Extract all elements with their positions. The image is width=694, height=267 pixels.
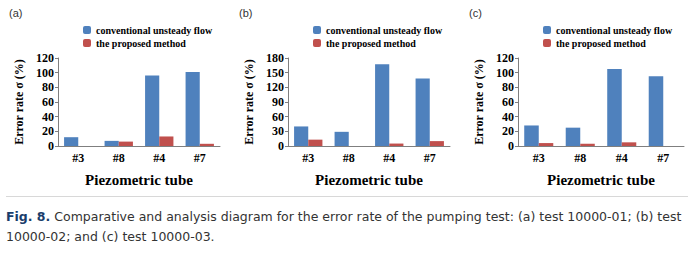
svg-text:120: 120 bbox=[36, 51, 54, 65]
svg-text:the proposed method: the proposed method bbox=[556, 38, 646, 49]
svg-text:#3: #3 bbox=[72, 151, 84, 165]
svg-text:0: 0 bbox=[48, 139, 54, 153]
svg-text:#7: #7 bbox=[657, 151, 669, 165]
svg-text:#4: #4 bbox=[153, 151, 165, 165]
svg-text:120: 120 bbox=[496, 51, 514, 65]
svg-text:60: 60 bbox=[502, 95, 514, 109]
svg-text:80: 80 bbox=[42, 80, 54, 94]
html-text:Fig. 8. Comparative and analys: Fig. 8. Comparative and analysis diagram… bbox=[6, 209, 682, 244]
svg-text:60: 60 bbox=[42, 95, 54, 109]
svg-text:90: 90 bbox=[272, 95, 284, 109]
svg-text:100: 100 bbox=[496, 66, 514, 80]
svg-text:20: 20 bbox=[42, 124, 54, 138]
svg-text:Piezometric tube: Piezometric tube bbox=[315, 172, 423, 188]
svg-text:0: 0 bbox=[278, 139, 284, 153]
svg-text:conventional unsteady flow: conventional unsteady flow bbox=[556, 25, 673, 36]
svg-text:Error rate σ (%): Error rate σ (%) bbox=[242, 59, 256, 145]
svg-text:#7: #7 bbox=[194, 151, 206, 165]
svg-text:Error rate σ (%): Error rate σ (%) bbox=[472, 59, 486, 145]
svg-text:#3: #3 bbox=[302, 151, 314, 165]
svg-text:#4: #4 bbox=[616, 151, 628, 165]
svg-text:40: 40 bbox=[502, 110, 514, 124]
svg-text:Error rate σ (%): Error rate σ (%) bbox=[12, 59, 26, 145]
svg-text:Piezometric tube: Piezometric tube bbox=[547, 172, 655, 188]
svg-text:conventional unsteady flow: conventional unsteady flow bbox=[326, 25, 443, 36]
svg-text:conventional unsteady flow: conventional unsteady flow bbox=[96, 25, 213, 36]
svg-text:(b): (b) bbox=[239, 7, 252, 19]
svg-text:180: 180 bbox=[266, 51, 284, 65]
svg-text:30: 30 bbox=[272, 124, 284, 138]
svg-text:#7: #7 bbox=[424, 151, 436, 165]
svg-text:100: 100 bbox=[36, 66, 54, 80]
svg-text:#8: #8 bbox=[113, 151, 125, 165]
svg-text:(c): (c) bbox=[469, 7, 482, 19]
svg-text:#8: #8 bbox=[343, 151, 355, 165]
svg-text:150: 150 bbox=[266, 66, 284, 80]
svg-text:#4: #4 bbox=[383, 151, 395, 165]
svg-text:Piezometric tube: Piezometric tube bbox=[85, 172, 193, 188]
svg-text:0: 0 bbox=[508, 139, 514, 153]
svg-text:40: 40 bbox=[42, 110, 54, 124]
svg-text:60: 60 bbox=[272, 110, 284, 124]
svg-text:80: 80 bbox=[502, 80, 514, 94]
svg-text:120: 120 bbox=[266, 80, 284, 94]
svg-text:the proposed method: the proposed method bbox=[96, 38, 186, 49]
svg-text:#8: #8 bbox=[574, 151, 586, 165]
svg-text:(a): (a) bbox=[9, 7, 22, 19]
svg-text:#3: #3 bbox=[533, 151, 545, 165]
svg-text:20: 20 bbox=[502, 124, 514, 138]
svg-text:the proposed method: the proposed method bbox=[326, 38, 416, 49]
